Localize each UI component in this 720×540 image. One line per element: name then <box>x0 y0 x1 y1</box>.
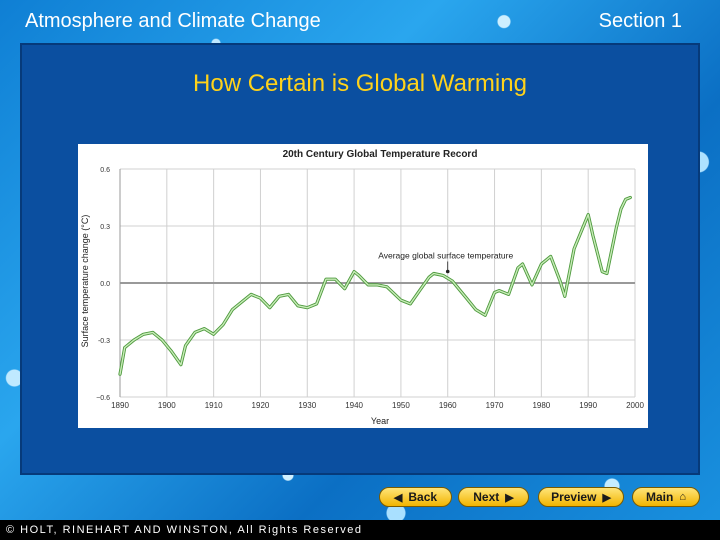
home-icon: ⌂ <box>679 491 686 503</box>
x-tick-label: 1940 <box>345 401 363 410</box>
y-tick-label: 0.6 <box>100 167 110 174</box>
annotation-dot <box>445 269 450 274</box>
chart-container: 20th Century Global Temperature Record Y… <box>78 144 648 428</box>
x-tick-label: 1900 <box>158 401 176 410</box>
x-tick-label: 1960 <box>439 401 457 410</box>
section-label: Section 1 <box>598 10 682 32</box>
x-tick-label: 1950 <box>392 401 410 410</box>
next-button[interactable]: Next ▶ <box>458 487 529 507</box>
preview-button[interactable]: Preview ▶ <box>538 487 624 507</box>
x-tick-label: 1930 <box>298 401 316 410</box>
arrow-left-icon: ◀ <box>393 491 403 504</box>
annotation-label: Average global surface temperature <box>378 251 513 261</box>
copyright-footer: © HOLT, RINEHART AND WINSTON, All Rights… <box>0 520 720 540</box>
slide-title: How Certain is Global Warming <box>193 70 527 97</box>
grid <box>119 168 636 398</box>
preview-label: Preview <box>551 490 597 504</box>
x-tick-label: 1990 <box>579 401 597 410</box>
x-tick-label: 1970 <box>486 401 504 410</box>
annotation-layer: Average global surface temperature <box>378 251 513 274</box>
series-layer <box>118 195 632 376</box>
series-line-outline <box>118 195 632 376</box>
y-tick-label: −0.6 <box>96 395 110 402</box>
back-label: Back <box>408 490 438 504</box>
x-tick-label: 2000 <box>626 401 644 410</box>
chart-title: 20th Century Global Temperature Record <box>283 149 478 160</box>
temperature-chart: 20th Century Global Temperature Record Y… <box>80 149 644 426</box>
x-tick-label: 1920 <box>252 401 270 410</box>
play-icon: ▶ <box>602 491 611 504</box>
chapter-title: Atmosphere and Climate Change <box>25 10 321 32</box>
y-tick-label: -0.3 <box>98 338 110 345</box>
x-axis-label: Year <box>371 416 389 426</box>
series-line <box>119 196 631 375</box>
x-tick-label: 1890 <box>111 401 129 410</box>
y-tick-label: 0.0 <box>100 281 110 288</box>
x-tick-label: 1910 <box>205 401 223 410</box>
y-axis-label: Surface temperature change (°C) <box>80 215 90 348</box>
back-button[interactable]: ◀ Back <box>379 487 452 507</box>
main-label: Main <box>646 490 674 504</box>
x-tick-label: 1980 <box>532 401 550 410</box>
tick-labels: 1890 1900 1910 1920 1930 1940 1950 1960 1970 1980… <box>96 167 644 410</box>
main-button[interactable]: Main ⌂ <box>632 487 700 507</box>
y-tick-label: 0.3 <box>100 224 110 231</box>
next-label: Next <box>473 490 500 504</box>
arrow-right-icon: ▶ <box>505 491 514 504</box>
